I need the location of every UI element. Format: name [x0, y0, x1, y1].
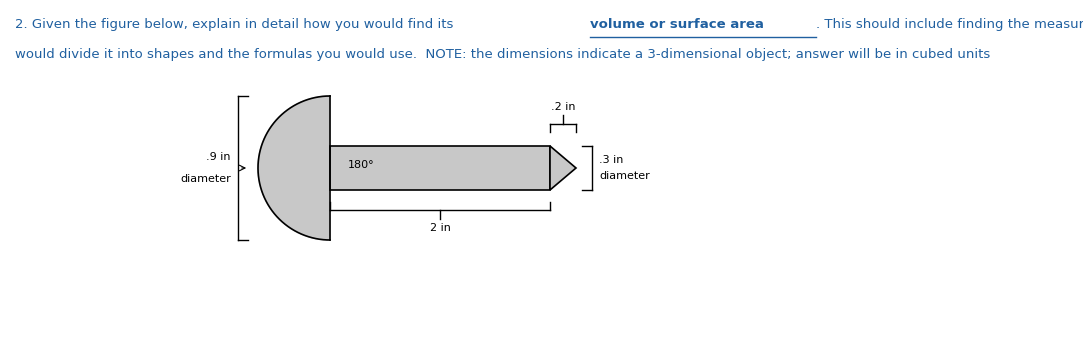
Polygon shape — [258, 96, 330, 240]
Text: 2 in: 2 in — [430, 223, 451, 233]
Text: .3 in: .3 in — [599, 155, 624, 165]
Text: 2. Given the figure below, explain in detail how you would find its: 2. Given the figure below, explain in de… — [15, 18, 458, 31]
Text: would divide it into shapes and the formulas you would use.  NOTE: the dimension: would divide it into shapes and the form… — [15, 48, 990, 61]
Text: 180°: 180° — [348, 160, 375, 170]
Polygon shape — [550, 146, 576, 190]
Text: .9 in: .9 in — [207, 152, 231, 162]
Text: diameter: diameter — [599, 171, 650, 181]
Text: .2 in: .2 in — [551, 102, 575, 112]
Text: diameter: diameter — [180, 174, 231, 184]
Polygon shape — [330, 146, 550, 190]
Text: . This should include finding the measurements, how you: . This should include finding the measur… — [815, 18, 1083, 31]
Text: volume or surface area: volume or surface area — [590, 18, 764, 31]
